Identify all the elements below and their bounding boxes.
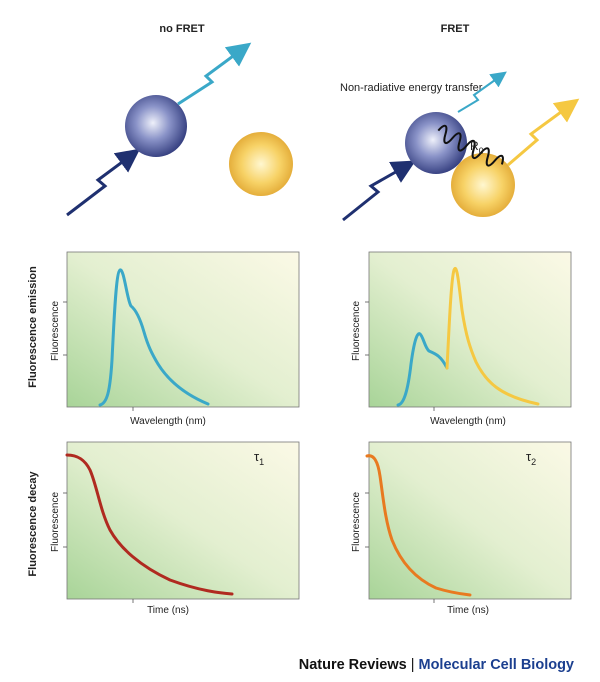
tau-2-label: τ2: [526, 449, 536, 467]
decay-right-xlabel: Time (ns): [447, 605, 489, 616]
left-column-title: no FRET: [159, 23, 204, 35]
acceptor-emission-arrow: [507, 98, 580, 167]
decay-left-ylabel: Fluorescence: [50, 492, 61, 552]
emission-left-xlabel: Wavelength (nm): [130, 416, 206, 427]
emission-right-xlabel: Wavelength (nm): [430, 416, 506, 427]
donor-emission-arrow-left: [177, 42, 252, 106]
decay-right-ylabel: Fluorescence: [351, 492, 362, 552]
energy-transfer-coil: [437, 124, 504, 167]
decay-row-label: Fluorescence decay: [27, 471, 39, 577]
donor-molecule-left: [125, 95, 187, 157]
emission-row-label: Fluorescence emission: [27, 266, 39, 388]
donor-emission-curve-right: [396, 332, 449, 407]
decay-left-xlabel: Time (ns): [147, 605, 189, 616]
weak-donor-emission-arrow: [457, 71, 507, 113]
right-column-title: FRET: [441, 23, 470, 35]
emission-panel-right: Fluorescence Wavelength (nm): [351, 251, 572, 427]
emission-panel-left: Fluorescence Wavelength (nm): [50, 251, 300, 427]
emission-right-ylabel: Fluorescence: [351, 301, 362, 361]
acceptor-emission-curve: [445, 266, 540, 406]
journal-credit: Nature Reviews | Molecular Cell Biology: [299, 657, 574, 673]
decay-panel-left: Fluorescence Time (ns) τ1: [50, 441, 300, 616]
acceptor-molecule-right: [451, 153, 515, 217]
transfer-label: Non-radiative energy transfer: [340, 82, 483, 94]
decay-curve-slow: [65, 453, 234, 596]
donor-emission-curve-left: [98, 268, 210, 407]
donor-molecule-right: [405, 112, 467, 174]
fret-illustration: Non-radiative energy transfer R0: [340, 71, 580, 222]
r0-label: R0: [470, 139, 484, 156]
excitation-arrow-right: [342, 160, 416, 222]
decay-panel-right: Fluorescence Time (ns) τ2: [351, 441, 572, 616]
acceptor-molecule-left: [229, 132, 293, 196]
no-fret-illustration: [66, 42, 293, 217]
decay-curve-fast: [365, 454, 472, 597]
excitation-arrow-left: [66, 148, 141, 217]
tau-1-label: τ1: [254, 449, 264, 467]
emission-left-ylabel: Fluorescence: [50, 301, 61, 361]
